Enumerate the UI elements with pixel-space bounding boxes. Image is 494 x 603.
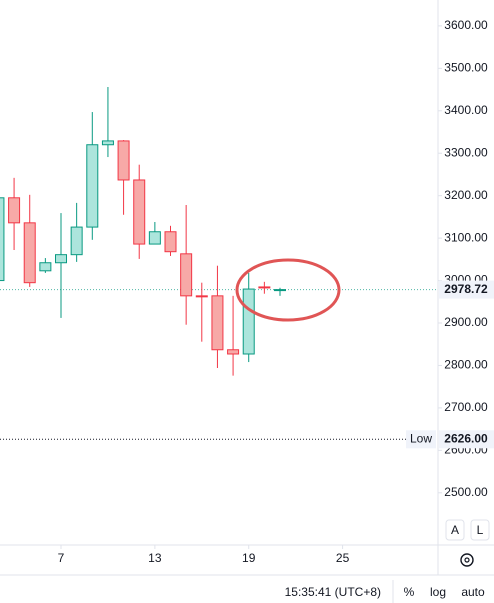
last-price-label: 2978.72 <box>444 282 488 296</box>
y-tick-label: 3100.00 <box>444 230 488 244</box>
y-tick-label: 2900.00 <box>444 315 488 329</box>
low-price-box <box>439 430 494 449</box>
scale-button-label: L <box>477 523 484 537</box>
plot-area <box>0 87 438 376</box>
candle-body <box>258 286 271 289</box>
x-tick-label: 7 <box>58 551 65 565</box>
scale-button-label: A <box>451 523 459 537</box>
candle-body <box>242 288 255 355</box>
candle-body <box>274 289 287 292</box>
auto-button[interactable]: auto <box>461 585 485 599</box>
clock: 15:35:41 (UTC+8) <box>285 585 381 599</box>
y-tick-label: 3500.00 <box>444 61 488 75</box>
low-name: Low <box>410 431 432 445</box>
x-tick-label: 13 <box>148 551 162 565</box>
candle-body <box>133 179 146 245</box>
candle-body <box>180 253 193 297</box>
gear-icon-center <box>464 557 470 563</box>
log-button[interactable]: log <box>430 585 446 599</box>
candle-body <box>39 262 52 272</box>
x-tick-label: 19 <box>242 551 256 565</box>
annotation-circle <box>235 258 341 322</box>
y-tick-label: 3400.00 <box>444 103 488 117</box>
candle-body <box>164 231 177 253</box>
y-tick-label: 3600.00 <box>444 18 488 32</box>
candle-body <box>55 254 68 264</box>
candle-body <box>8 197 21 224</box>
settings-button[interactable] <box>460 553 474 567</box>
last-price-box <box>439 280 494 299</box>
candle-body <box>117 140 130 181</box>
candle-body <box>148 231 161 245</box>
candle-body <box>195 295 208 298</box>
y-tick-label: 2500.00 <box>444 485 488 499</box>
y-tick-label: 3300.00 <box>444 145 488 159</box>
log-scale-button[interactable] <box>470 519 490 541</box>
y-tick-label: 3200.00 <box>444 188 488 202</box>
y-tick-label: 2700.00 <box>444 400 488 414</box>
candle-body <box>227 349 240 355</box>
auto-scale-button[interactable] <box>445 519 465 541</box>
candle-body <box>70 226 83 256</box>
x-tick-label: 25 <box>336 551 350 565</box>
percent-button[interactable]: % <box>404 585 415 599</box>
candle-body <box>211 295 224 351</box>
low-price: 2626.00 <box>444 431 488 445</box>
y-tick-label: 2800.00 <box>444 358 488 372</box>
gear-icon <box>460 553 474 567</box>
candle-body <box>0 197 5 282</box>
low-name-box <box>406 430 436 449</box>
candle-body <box>23 222 36 284</box>
candle-body <box>101 140 114 146</box>
candle-body <box>86 144 99 228</box>
